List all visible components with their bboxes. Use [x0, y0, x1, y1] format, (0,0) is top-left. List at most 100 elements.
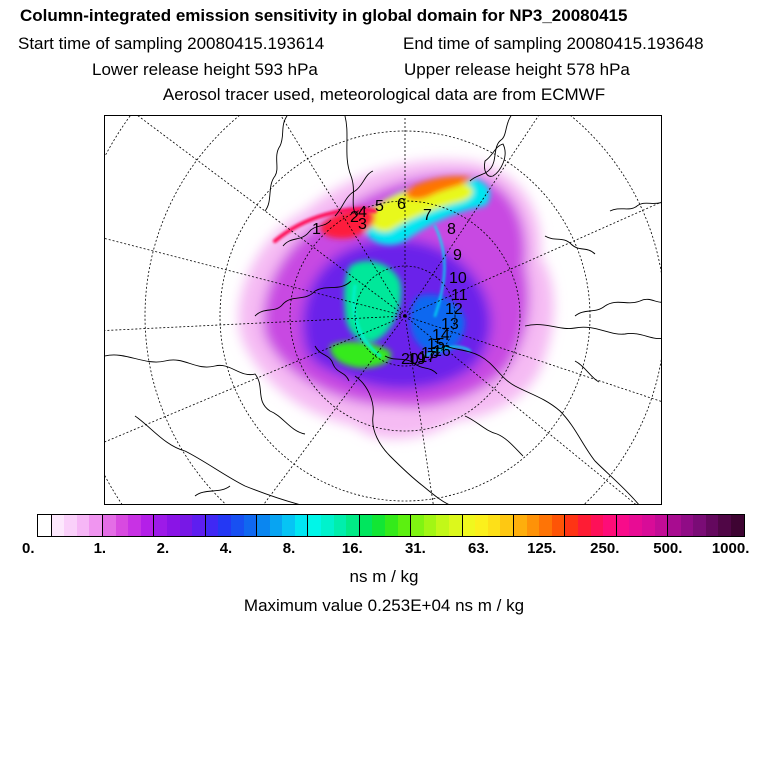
upper-release-text: Upper release height 578 hPa — [404, 60, 630, 79]
colorbar-swatch — [269, 515, 283, 536]
trajectory-label: 4 — [358, 204, 367, 221]
trajectory-label: 6 — [397, 196, 406, 213]
trajectory-label: 11 — [451, 287, 468, 304]
colorbar-tick-label: 500. — [653, 540, 683, 557]
colorbar-swatch — [359, 515, 373, 536]
colorbar-swatch — [294, 515, 309, 536]
colorbar-swatch — [51, 515, 65, 536]
colorbar-swatch — [115, 515, 129, 536]
trajectory-label: 16 — [433, 343, 451, 360]
trajectory-label: 1 — [312, 221, 321, 238]
colorbar-swatch — [321, 515, 334, 536]
colorbar-swatch — [449, 515, 463, 536]
maximum-value-text: Maximum value 0.253E+04 ns m / kg — [243, 596, 525, 615]
colorbar-swatch — [603, 515, 617, 536]
colorbar-swatch — [257, 515, 270, 536]
colorbar-swatch — [166, 515, 180, 536]
colorbar-swatch — [38, 515, 52, 536]
trajectory-label: 17 — [418, 349, 436, 366]
trajectory-label: 9 — [453, 247, 462, 264]
colorbar-swatch — [629, 515, 642, 536]
colorbar-swatch — [128, 515, 141, 536]
colorbar-swatch — [243, 515, 258, 536]
colorbar-swatch — [718, 515, 732, 536]
colorbar-swatch — [680, 515, 694, 536]
colorbar-swatch — [423, 515, 437, 536]
start-time-text: Start time of sampling 20080415.193614 — [18, 34, 325, 53]
colorbar-swatch — [397, 515, 412, 536]
colorbar-swatch — [64, 515, 77, 536]
colorbar-tick-label: 1. — [93, 540, 107, 557]
colorbar-tick-label: 16. — [341, 540, 363, 557]
trajectory-label: 8 — [447, 221, 456, 238]
colorbar-swatch — [411, 515, 424, 536]
trajectory-label: 15 — [427, 336, 445, 353]
colorbar-swatch — [154, 515, 167, 536]
colorbar-swatch — [230, 515, 244, 536]
colorbar-unit: ns m / kg — [349, 567, 419, 586]
colorbar-swatch — [616, 515, 630, 536]
trajectory-label: 18 — [421, 345, 439, 362]
colorbar-swatch — [372, 515, 386, 536]
colorbar-swatch — [705, 515, 719, 536]
colorbar-tick-label: 63. — [468, 540, 489, 557]
colorbar-tick-label: 0. — [22, 540, 35, 557]
trajectory-label: 12 — [445, 301, 463, 318]
colorbar-swatch — [205, 515, 219, 536]
colorbar-swatch — [140, 515, 155, 536]
colorbar-swatch — [693, 515, 706, 536]
end-time-text: End time of sampling 20080415.193648 — [403, 34, 704, 53]
colorbar-swatch — [475, 515, 488, 536]
colorbar-tick-label: 8. — [282, 540, 296, 557]
colorbar-tick-label: 250. — [590, 540, 620, 557]
colorbar-swatch — [513, 515, 527, 536]
colorbar-swatch — [668, 515, 681, 536]
colorbar-swatch — [179, 515, 193, 536]
colorbar-tick-label: 125. — [527, 540, 557, 557]
lower-release-text: Lower release height 593 hPa — [92, 60, 318, 79]
colorbar-tick-label: 2. — [156, 540, 170, 557]
trajectory-label: 3 — [358, 216, 367, 233]
trajectory-label: 14 — [432, 327, 450, 344]
colorbar-swatch — [551, 515, 566, 536]
colorbar-swatch — [102, 515, 116, 536]
colorbar-swatch — [500, 515, 514, 536]
colorbar-tick-label: 1000. — [711, 540, 750, 557]
aerosol-text: Aerosol tracer used, meteorological data… — [162, 85, 606, 104]
colorbar-swatch — [577, 515, 591, 536]
colorbar-swatch — [282, 515, 295, 536]
trajectory-label: 7 — [423, 207, 432, 224]
trajectory-label: 20 — [401, 351, 419, 368]
sensitivity-field — [238, 160, 554, 439]
colorbar-swatch — [487, 515, 501, 536]
colorbar-swatch — [654, 515, 669, 536]
colorbar-swatch — [76, 515, 90, 536]
colorbar-swatch — [192, 515, 206, 536]
colorbar-swatch — [346, 515, 360, 536]
plot-title: Column-integrated emission sensitivity i… — [20, 6, 628, 25]
coastlines — [105, 116, 661, 504]
colorbar-swatch — [539, 515, 552, 536]
map-panel: 1 2 3 4 5 6 7 8 9 10 11 12 13 14 15 16 17 18 19 20 — [104, 115, 662, 505]
colorbar-swatch — [565, 515, 578, 536]
colorbar-tick-label: 31. — [404, 540, 426, 557]
trajectory-label: 2 — [350, 209, 359, 226]
colorbar-swatch — [436, 515, 449, 536]
trajectory-label: 19 — [408, 351, 426, 368]
trajectory-label: 10 — [449, 270, 467, 287]
trajectory-label: 13 — [441, 316, 459, 333]
colorbar-swatch — [641, 515, 655, 536]
graticule — [105, 116, 661, 504]
colorbar — [37, 514, 745, 537]
trajectory-label: 5 — [375, 198, 384, 215]
colorbar-swatch — [308, 515, 322, 536]
colorbar-swatch — [526, 515, 540, 536]
colorbar-swatch — [89, 515, 103, 536]
colorbar-swatch — [385, 515, 398, 536]
colorbar-swatch — [462, 515, 476, 536]
colorbar-swatch — [731, 515, 744, 536]
colorbar-swatch — [333, 515, 347, 536]
colorbar-swatch — [218, 515, 231, 536]
